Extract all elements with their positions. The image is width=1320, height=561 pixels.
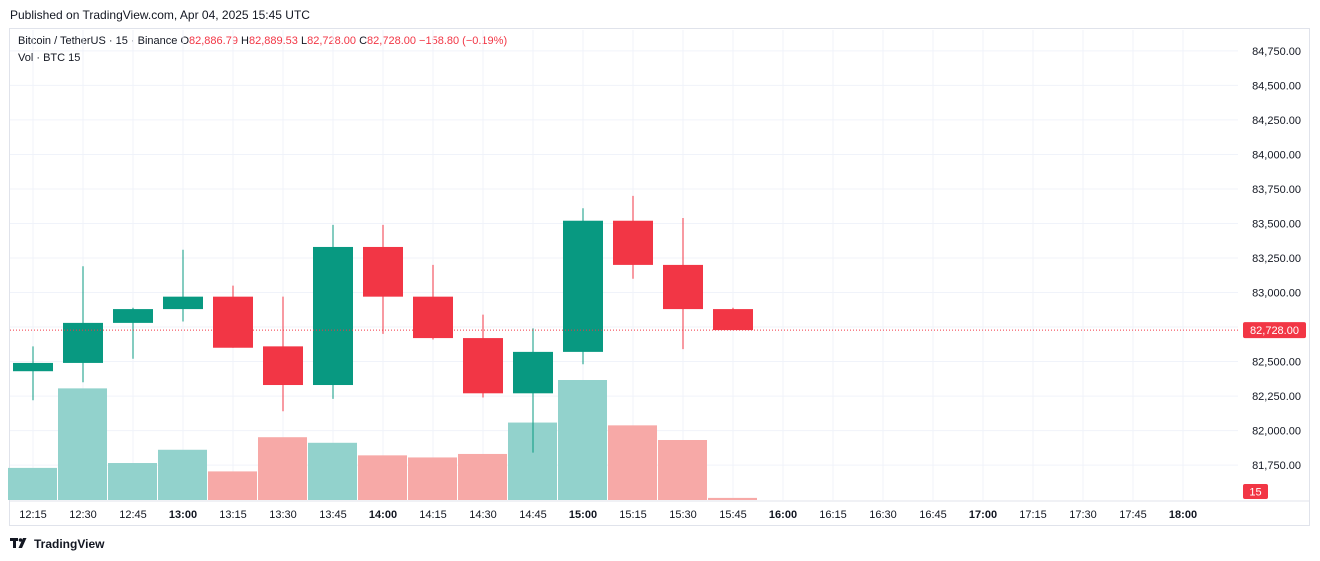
candle-body[interactable]: [163, 296, 203, 310]
published-note: Published on TradingView.com, Apr 04, 20…: [10, 8, 310, 22]
candle-body[interactable]: [613, 220, 653, 265]
time-axis-label: 14:45: [519, 509, 547, 521]
brand-name: TradingView: [34, 537, 105, 551]
volume-label[interactable]: Vol · BTC: [18, 52, 66, 64]
volume-bar[interactable]: [208, 471, 257, 500]
price-axis-label: 84,500.00: [1252, 80, 1301, 92]
time-axis-label: 17:15: [1019, 509, 1047, 521]
chart-frame: [9, 28, 1310, 526]
volume-bar[interactable]: [308, 442, 357, 500]
time-axis-label: 12:45: [119, 509, 147, 521]
volume-bar[interactable]: [108, 463, 157, 500]
time-axis-label: 16:30: [869, 509, 897, 521]
candle-body[interactable]: [563, 220, 603, 352]
time-axis-label: 17:45: [1119, 509, 1147, 521]
volume-badge-label: 15: [1249, 487, 1261, 499]
time-axis-label: 14:30: [469, 509, 497, 521]
candle-body[interactable]: [313, 246, 353, 386]
time-axis-label: 12:15: [19, 509, 47, 521]
open-value: 82,886.79: [189, 35, 238, 47]
close-label: C: [359, 35, 368, 47]
time-axis-label: 18:00: [1169, 509, 1197, 521]
candle-body[interactable]: [513, 351, 553, 394]
volume-bar[interactable]: [458, 453, 507, 500]
price-axis-label: 84,000.00: [1252, 149, 1301, 161]
tradingview-logo-icon: [10, 538, 27, 548]
time-axis-label: 17:30: [1069, 509, 1097, 521]
time-axis-label: 15:00: [569, 509, 597, 521]
volume-bar[interactable]: [158, 449, 207, 500]
close-value: 82,728.00: [367, 35, 416, 47]
time-axis-label: 13:30: [269, 509, 297, 521]
time-axis-label: 12:30: [69, 509, 97, 521]
candle-body[interactable]: [13, 362, 53, 372]
candle-body[interactable]: [363, 246, 403, 297]
time-axis-label: 17:00: [969, 509, 997, 521]
volume-badge[interactable]: [1243, 484, 1268, 499]
price-axis-label: 82,000.00: [1252, 426, 1301, 438]
time-axis-label: 15:30: [669, 509, 697, 521]
candle-body[interactable]: [663, 264, 703, 310]
price-axis-label: 83,500.00: [1252, 218, 1301, 230]
time-axis-label: 16:45: [919, 509, 947, 521]
volume-bar[interactable]: [258, 437, 307, 500]
volume-value: 15: [68, 52, 81, 64]
volume-bar[interactable]: [658, 440, 707, 500]
volume-bar[interactable]: [8, 467, 57, 500]
price-axis-label: 84,250.00: [1252, 115, 1301, 127]
high-label: H: [241, 35, 249, 47]
volume-bar[interactable]: [358, 455, 407, 500]
volume-bar[interactable]: [708, 497, 757, 500]
low-label: L: [300, 35, 308, 47]
last-price-label: 82,728.00: [1250, 325, 1299, 337]
time-axis-label: 13:00: [169, 509, 197, 521]
time-axis-label: 14:15: [419, 509, 447, 521]
volume-bar[interactable]: [58, 388, 107, 500]
symbol-title[interactable]: Bitcoin / TetherUS · 15 · Binance: [18, 35, 178, 47]
candle-body[interactable]: [63, 322, 103, 363]
volume-bar[interactable]: [558, 380, 607, 500]
candle-body[interactable]: [113, 309, 153, 323]
candle-body[interactable]: [463, 338, 503, 394]
volume-bar[interactable]: [408, 457, 457, 500]
last-price-badge[interactable]: [1243, 322, 1306, 339]
volume-legend: Vol · BTC 15: [18, 52, 80, 64]
candle-body[interactable]: [263, 346, 303, 386]
price-axis-label: 82,500.00: [1252, 357, 1301, 369]
price-axis-label: 83,000.00: [1252, 288, 1301, 300]
candle-body[interactable]: [213, 296, 253, 348]
time-axis-label: 13:45: [319, 509, 347, 521]
tradingview-logo[interactable]: TradingView: [10, 537, 104, 551]
price-axis-label: 84,750.00: [1252, 46, 1301, 58]
price-axis-label: 81,750.00: [1252, 460, 1301, 472]
price-axis-label: 83,250.00: [1252, 253, 1301, 265]
time-axis-label: 14:00: [369, 509, 397, 521]
change-value: −158.80 (−0.19%): [419, 35, 508, 47]
time-axis-label: 16:15: [819, 509, 847, 521]
low-value: 82,728.00: [307, 35, 357, 47]
candle-body[interactable]: [413, 296, 453, 339]
symbol-legend: Bitcoin / TetherUS · 15 · Binance O82,88…: [18, 35, 507, 47]
time-axis-label: 15:15: [619, 509, 647, 521]
price-axis-label: 83,750.00: [1252, 184, 1301, 196]
price-axis-label: 82,250.00: [1252, 391, 1301, 403]
time-axis-label: 16:00: [769, 509, 797, 521]
high-value: 82,889.53: [248, 35, 298, 47]
volume-bar[interactable]: [608, 425, 657, 500]
open-label: O: [180, 35, 190, 47]
time-axis-label: 13:15: [219, 509, 247, 521]
time-axis-label: 15:45: [719, 509, 747, 521]
candle-body[interactable]: [713, 309, 753, 331]
